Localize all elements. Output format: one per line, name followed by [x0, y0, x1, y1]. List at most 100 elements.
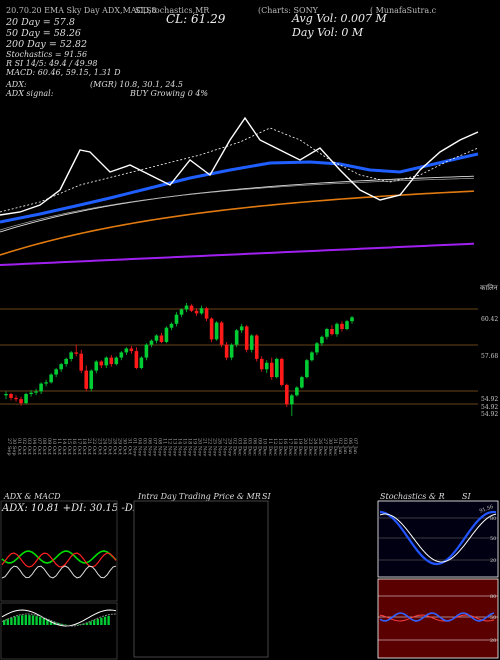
macd-bar — [28, 615, 31, 625]
candle-body — [34, 391, 38, 393]
candle-body — [139, 357, 144, 368]
ticker-word: कालिन — [480, 283, 498, 292]
macd-bar — [64, 624, 67, 625]
candle-body — [254, 335, 259, 359]
date-tick: 02 Jan — [337, 438, 343, 455]
candle-body — [134, 351, 139, 368]
macd-lines — [1, 609, 117, 627]
date-tick: 26 Dec — [317, 438, 323, 456]
candle-body — [295, 387, 299, 396]
date-tick: 08 Nov — [156, 438, 162, 456]
stoch-value: 91.56 — [479, 504, 495, 515]
candle-body — [114, 357, 119, 365]
macd-bar — [85, 622, 89, 625]
candle-body — [119, 352, 124, 358]
date-tick: 07 Oct — [36, 438, 42, 455]
candle-body — [279, 358, 284, 385]
candle-body — [209, 318, 214, 340]
rsi-axis-label: 50 — [490, 615, 496, 621]
rsi-axis-label: 80 — [490, 594, 496, 600]
candles — [4, 303, 354, 417]
date-tick: 19 Dec — [297, 438, 303, 456]
candle-body — [290, 395, 294, 405]
candle-body — [84, 370, 89, 389]
macd-histogram — [3, 615, 110, 625]
day-volume: Day Vol: 0 M — [292, 26, 364, 39]
macd-bar — [46, 619, 49, 625]
candle-body — [179, 309, 184, 315]
date-tick: 26 Nov — [217, 438, 223, 456]
adx-lines — [1, 550, 117, 579]
date-tick: 17 Oct — [76, 438, 82, 455]
candle-body — [19, 399, 23, 404]
panel-stoch-si: SI — [462, 492, 471, 501]
date-tick: 22 Oct — [91, 438, 97, 455]
price-line — [0, 116, 479, 216]
candle-body — [54, 369, 58, 375]
macd-bar — [13, 616, 17, 625]
candle-body — [44, 382, 48, 384]
date-tick: 19 Nov — [192, 438, 198, 456]
date-tick: 05 Dec — [247, 438, 253, 456]
date-tick: 23 Oct — [96, 438, 102, 455]
panel-stoch-title: Stochastics & R — [380, 492, 445, 501]
candle-body — [204, 308, 209, 319]
date-tick: 06 Jan — [347, 438, 353, 455]
price-tick: 57.68 — [481, 353, 498, 360]
rsi-line — [379, 612, 495, 622]
date-tick: 22 Nov — [207, 438, 213, 456]
candle-body — [300, 377, 304, 388]
stoch-k-line — [379, 510, 497, 566]
candle-body — [335, 323, 339, 335]
candle-body — [49, 374, 53, 383]
date-tick: 11 Oct — [56, 438, 62, 455]
candle-body — [4, 394, 8, 396]
candle-body — [325, 329, 329, 337]
candle-body — [29, 392, 33, 394]
date-tick: 25 Oct — [106, 438, 112, 455]
price-tick: 54.92 — [481, 404, 498, 411]
date-tick: 10 Oct — [51, 438, 57, 455]
date-tick: 30 Sep — [11, 438, 17, 456]
date-tick: 10 Dec — [262, 438, 268, 456]
candle-body — [199, 308, 204, 314]
date-tick: 20 Dec — [302, 438, 308, 456]
date-tick: 25 Nov — [212, 438, 218, 456]
price-tick: 54.92 — [481, 411, 498, 418]
stoch-axis-label: 20 — [490, 558, 496, 564]
date-tick: 02 Dec — [232, 438, 238, 456]
macd-bar — [107, 615, 110, 625]
date-tick: 12 Nov — [166, 438, 172, 456]
panel-intraday-title: Intra Day Trading Price & MR — [138, 492, 261, 501]
date-tick: 16 Dec — [282, 438, 288, 456]
macd-bar — [6, 618, 9, 625]
rsi-axis-label: 20 — [490, 638, 496, 644]
stat-macd: MACD: 60.46, 59.15, 1.31 D — [6, 68, 121, 77]
date-tick: 11 Dec — [267, 438, 273, 456]
macd-bar — [21, 615, 24, 625]
stats-block: 20 Day = 57.8 50 Day = 58.26 200 Day = 5… — [6, 18, 121, 78]
candle-body — [350, 317, 354, 322]
date-tick: 09 Oct — [46, 438, 52, 455]
stoch-axis-label: 80 — [490, 516, 496, 522]
date-tick: 31 Oct — [126, 438, 132, 455]
candle-body — [239, 326, 244, 331]
date-tick: 20 Nov — [197, 438, 203, 456]
minus-di-line — [1, 552, 117, 568]
candle-body — [174, 314, 179, 324]
date-tick: 03 Dec — [237, 438, 243, 456]
candle-body — [285, 384, 289, 405]
candle-body — [159, 335, 164, 342]
macd-line — [1, 609, 117, 627]
macd-panel-frame — [0, 602, 118, 660]
price-grid — [0, 308, 478, 405]
candle-body — [274, 358, 279, 378]
date-tick: 15 Nov — [182, 438, 188, 456]
candle-body — [39, 383, 43, 392]
date-tick: 07 Nov — [151, 438, 157, 456]
candle-body — [89, 370, 94, 389]
candle-body — [59, 364, 63, 370]
date-tick: 07 Jan — [352, 438, 358, 455]
candle-body — [259, 358, 264, 370]
date-tick: 31 Dec — [332, 438, 338, 456]
